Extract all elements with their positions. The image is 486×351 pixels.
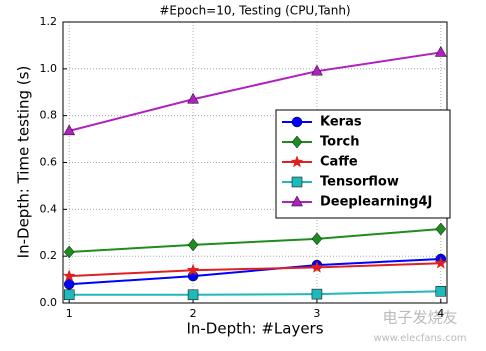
legend-box — [275, 109, 451, 219]
y-axis-label: In-Depth: Time testing (s) — [15, 66, 33, 259]
marker — [63, 289, 75, 301]
y-tick-label: 0.2 — [40, 249, 58, 262]
marker — [435, 222, 447, 236]
legend-label: Tensorflow — [320, 175, 399, 190]
watermark: 电子发烧友 — [382, 309, 457, 327]
watermark: www.elecfans.com — [373, 333, 466, 344]
y-tick-label: 1.2 — [40, 15, 58, 28]
marker — [186, 263, 200, 276]
marker — [311, 288, 323, 300]
legend-label: Torch — [320, 135, 359, 150]
marker — [311, 232, 323, 246]
marker — [62, 269, 76, 282]
x-tick-label: 1 — [66, 307, 73, 320]
x-tick-label: 3 — [313, 307, 320, 320]
y-tick-label: 1.0 — [40, 62, 58, 75]
marker — [187, 289, 199, 301]
y-tick-label: 0.4 — [40, 202, 58, 215]
y-tick-label: 0.8 — [40, 109, 58, 122]
marker — [434, 256, 448, 269]
legend-label: Keras — [320, 115, 362, 130]
chart-title: #Epoch=10, Testing (CPU,Tanh) — [159, 4, 350, 18]
legend-label: Deeplearning4J — [320, 195, 432, 210]
marker — [310, 260, 324, 273]
marker — [435, 286, 447, 297]
marker — [291, 195, 303, 207]
marker — [187, 92, 199, 104]
legend-label: Caffe — [320, 155, 358, 170]
marker — [291, 176, 303, 188]
series-line — [69, 290, 441, 296]
x-axis-label: In-Depth: #Layers — [186, 320, 323, 338]
marker — [291, 135, 303, 149]
marker — [290, 155, 304, 168]
y-tick-label: 0.0 — [40, 296, 58, 309]
x-tick-label: 2 — [190, 307, 197, 320]
marker — [187, 238, 199, 252]
marker — [311, 64, 323, 76]
y-tick-label: 0.6 — [40, 156, 58, 169]
marker — [434, 45, 447, 57]
series-line — [69, 257, 441, 286]
marker — [291, 116, 303, 128]
series-line — [69, 228, 441, 253]
series-line — [68, 51, 441, 132]
marker — [63, 279, 75, 290]
series-line — [69, 262, 441, 278]
marker — [63, 124, 76, 136]
x-tick-label: 4 — [437, 307, 444, 320]
marker — [63, 245, 75, 259]
